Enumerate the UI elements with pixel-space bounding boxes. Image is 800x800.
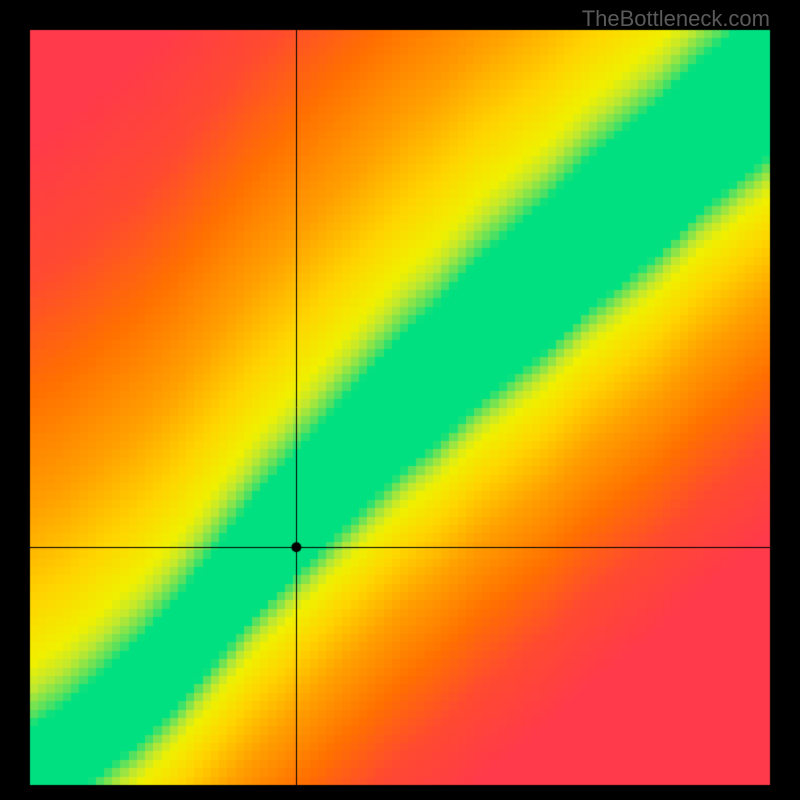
watermark-label: TheBottleneck.com (582, 6, 770, 32)
chart-container: TheBottleneck.com (0, 0, 800, 800)
heatmap-canvas (0, 0, 800, 800)
